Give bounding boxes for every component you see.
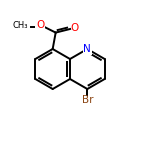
Text: CH₃: CH₃ [13, 21, 28, 30]
Text: O: O [36, 20, 44, 30]
Text: Br: Br [82, 95, 93, 105]
Text: O: O [70, 23, 79, 33]
Text: N: N [83, 44, 91, 54]
